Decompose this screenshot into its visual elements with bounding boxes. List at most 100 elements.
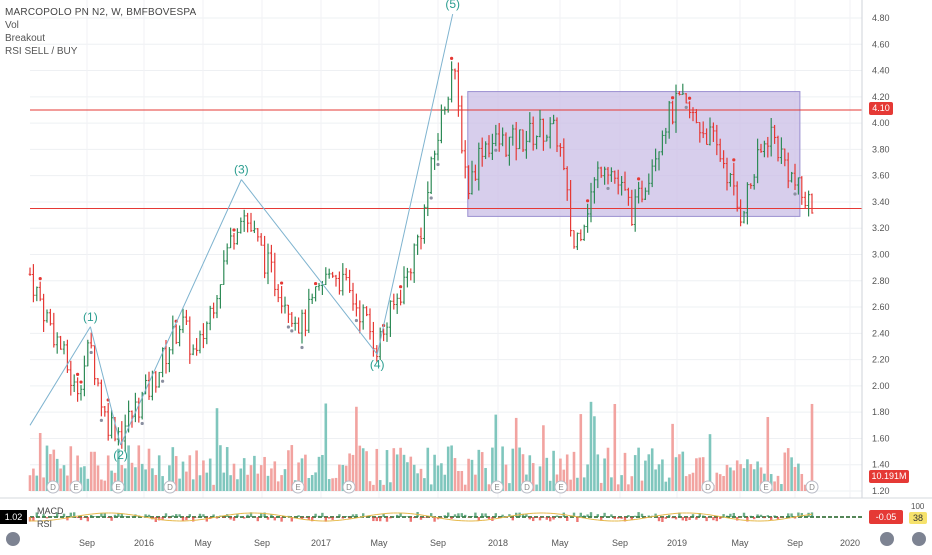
macd-histogram-bar — [546, 517, 548, 520]
rsi-line-segment — [588, 519, 591, 520]
macd-histogram-bar — [542, 517, 544, 518]
buy-signal-dot — [793, 192, 796, 195]
macd-histogram-bar — [338, 514, 340, 517]
rsi-line-segment — [805, 515, 808, 516]
volume-bar — [675, 457, 678, 491]
rsi-line-segment — [428, 516, 431, 517]
volume-bar — [648, 454, 651, 491]
macd-histogram-bar — [712, 517, 714, 520]
volume-bar — [590, 402, 593, 491]
scroll-left-icon[interactable] — [6, 532, 20, 546]
volume-bar — [671, 424, 674, 491]
volume-bar — [396, 454, 399, 491]
wave-label: (3) — [234, 163, 249, 177]
sell-signal-dot — [399, 285, 402, 288]
buy-signal-dot — [436, 163, 439, 166]
volume-bar — [148, 449, 151, 491]
macd-histogram-bar — [760, 515, 762, 517]
event-marker-label: E — [73, 483, 78, 492]
rsi-line-segment — [152, 518, 155, 519]
price-tick-label: 2.00 — [872, 381, 890, 391]
macd-histogram-bar — [590, 512, 592, 517]
rsi-line-segment — [506, 516, 509, 517]
macd-histogram-bar — [80, 517, 82, 520]
macd-histogram-bar — [617, 517, 619, 519]
rsi-label: RSI — [37, 519, 52, 529]
volume-bar — [454, 458, 457, 491]
rsi-line-segment — [431, 517, 434, 518]
volume-bar — [382, 485, 385, 491]
price-tick-label: 2.20 — [872, 355, 890, 365]
rsi-line-segment — [299, 519, 302, 520]
rsi-line-segment — [571, 516, 574, 517]
volume-bar — [209, 459, 212, 491]
volume-bar — [729, 467, 732, 491]
volume-bar — [229, 475, 232, 491]
rsi-line-segment — [367, 516, 370, 517]
macd-histogram-bar — [229, 517, 231, 519]
volume-bar — [369, 481, 372, 491]
legend-rsi[interactable]: RSI SELL / BUY — [5, 45, 196, 58]
volume-bar — [535, 485, 538, 491]
rsi-line-segment — [642, 518, 645, 519]
macd-histogram-bar — [396, 515, 398, 517]
macd-histogram-bar — [321, 513, 323, 517]
volume-bar — [665, 482, 668, 491]
volume-bar — [688, 474, 691, 491]
volume-bar — [614, 404, 617, 491]
rsi-line-segment — [795, 516, 798, 517]
volume-bar — [699, 458, 702, 491]
rsi-line-segment — [503, 517, 506, 518]
volume-bar — [794, 467, 797, 491]
rsi-line-segment — [135, 515, 138, 516]
macd-histogram-bar — [685, 517, 687, 521]
time-tick-label: 2020 — [840, 538, 860, 548]
time-tick-label: 2019 — [667, 538, 687, 548]
volume-bar — [420, 469, 423, 491]
volume-bar — [206, 473, 209, 491]
rsi-line-segment — [214, 517, 217, 518]
macd-histogram-bar — [110, 517, 112, 521]
volume-bar — [627, 484, 630, 491]
rsi-line-segment — [788, 518, 791, 519]
volume-bar — [488, 484, 491, 491]
volume-bar — [195, 450, 198, 491]
volume-bar — [777, 476, 780, 491]
macd-histogram-bar — [529, 517, 531, 519]
macd-histogram-bar — [447, 513, 449, 517]
price-tick-label: 4.20 — [872, 92, 890, 102]
legend-vol[interactable]: Vol — [5, 19, 196, 32]
macd-histogram-bar — [257, 517, 259, 521]
event-marker-label: D — [809, 483, 815, 492]
volume-bar — [189, 455, 192, 491]
rsi-line-segment — [282, 516, 285, 517]
volume-bar — [597, 454, 600, 491]
macd-histogram-bar — [767, 515, 769, 517]
macd-histogram-bar — [790, 513, 792, 517]
volume-bar — [654, 469, 657, 491]
settings-icon[interactable] — [880, 532, 894, 546]
volume-bar — [314, 472, 317, 491]
rsi-line-segment — [220, 516, 223, 517]
legend-breakout[interactable]: Breakout — [5, 32, 196, 45]
macd-histogram-bar — [464, 515, 466, 517]
rsi-line-segment — [649, 517, 652, 518]
rsi-line-segment — [584, 518, 587, 519]
volume-bar — [274, 461, 277, 491]
macd-histogram-bar — [780, 517, 782, 518]
macd-histogram-bar — [178, 514, 180, 517]
macd-histogram-bar — [100, 513, 102, 517]
volume-bar — [328, 479, 331, 491]
rsi-line-segment — [727, 518, 730, 519]
volume-bar — [270, 468, 273, 491]
subpanel-left-value: 1.02 — [0, 510, 27, 524]
rsi-line-segment — [713, 515, 716, 516]
macd-histogram-bar — [420, 517, 422, 520]
volume-bar — [406, 462, 409, 491]
time-tick-label: Sep — [79, 538, 95, 548]
event-marker-label: D — [705, 483, 711, 492]
macd-histogram-bar — [172, 515, 174, 517]
scale-icon[interactable] — [912, 532, 926, 546]
volume-bar — [97, 465, 100, 491]
price-marker: 4.10 — [869, 102, 893, 115]
